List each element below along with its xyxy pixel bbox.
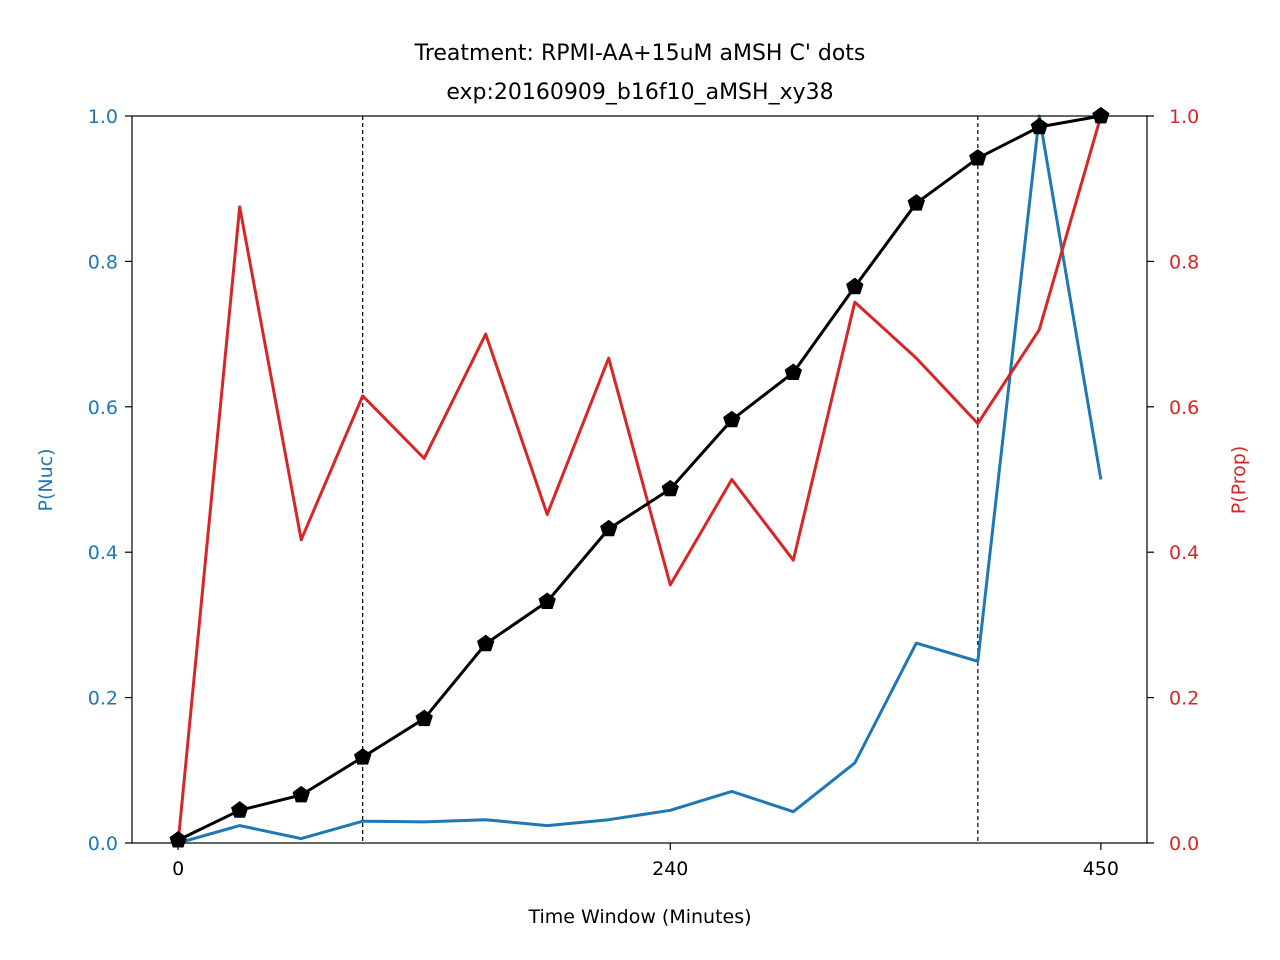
series-2-point-5 [477,634,495,652]
left-y-tick-label-0: 0.0 [88,833,118,855]
left-y-tick-label-3: 0.6 [88,397,118,419]
right-y-axis-ticks: 0.0 0.2 0.4 0.6 0.8 1.0 [1147,106,1199,855]
right-y-tick-label-2: 0.4 [1169,542,1199,564]
series-2-point-9 [723,410,741,428]
right-y-tick-label-4: 0.8 [1169,251,1199,273]
series-2-point-11 [846,277,864,295]
series-2-point-6 [538,592,556,609]
left-y-tick-label-5: 1.0 [88,106,118,128]
series-line-1 [176,115,1103,844]
x-axis-ticks: 0 240 450 [172,843,1119,880]
series-2-point-1 [231,801,249,818]
left-y-axis-ticks: 0.0 0.2 0.4 0.6 0.8 1.0 [88,106,132,855]
series-2-point-14 [1030,117,1048,135]
series-2-point-15 [1092,106,1110,124]
right-y-tick-label-3: 0.6 [1169,397,1199,419]
series-2-point-12 [907,194,925,211]
left-y-tick-label-4: 0.8 [88,251,118,273]
series-2-point-10 [784,363,802,380]
left-y-tick-label-2: 0.4 [88,542,118,564]
series-2-point-8 [661,479,679,497]
series-line-2 [177,114,1102,842]
right-y-tick-label-0: 0.0 [1169,833,1199,855]
series-line-0 [177,114,1103,845]
series-markers [169,106,1110,848]
chart-title-line-2: exp:20160909_b16f10_aMSH_xy38 [446,80,833,105]
right-y-axis-label: P(Prop) [1228,446,1250,515]
series-2-point-3 [354,748,372,765]
series-2-point-13 [969,149,987,166]
x-tick-label-0: 0 [172,858,184,880]
x-axis-label: Time Window (Minutes) [527,906,751,928]
right-y-tick-label-1: 0.2 [1169,688,1199,710]
x-tick-label-2: 450 [1083,858,1119,880]
chart-title-line-1: Treatment: RPMI-AA+15uM aMSH C' dots [414,41,866,66]
series-2-point-7 [600,519,618,537]
left-y-tick-label-1: 0.2 [88,688,118,710]
vertical-marker-lines [362,116,979,843]
series-2-point-4 [415,709,433,727]
left-y-axis-label: P(Nuc) [35,449,57,512]
series-lines [176,114,1103,845]
right-y-tick-label-5: 1.0 [1169,106,1199,128]
series-2-point-2 [292,785,310,803]
x-tick-label-1: 240 [652,858,688,880]
plot-frame [131,115,1148,844]
